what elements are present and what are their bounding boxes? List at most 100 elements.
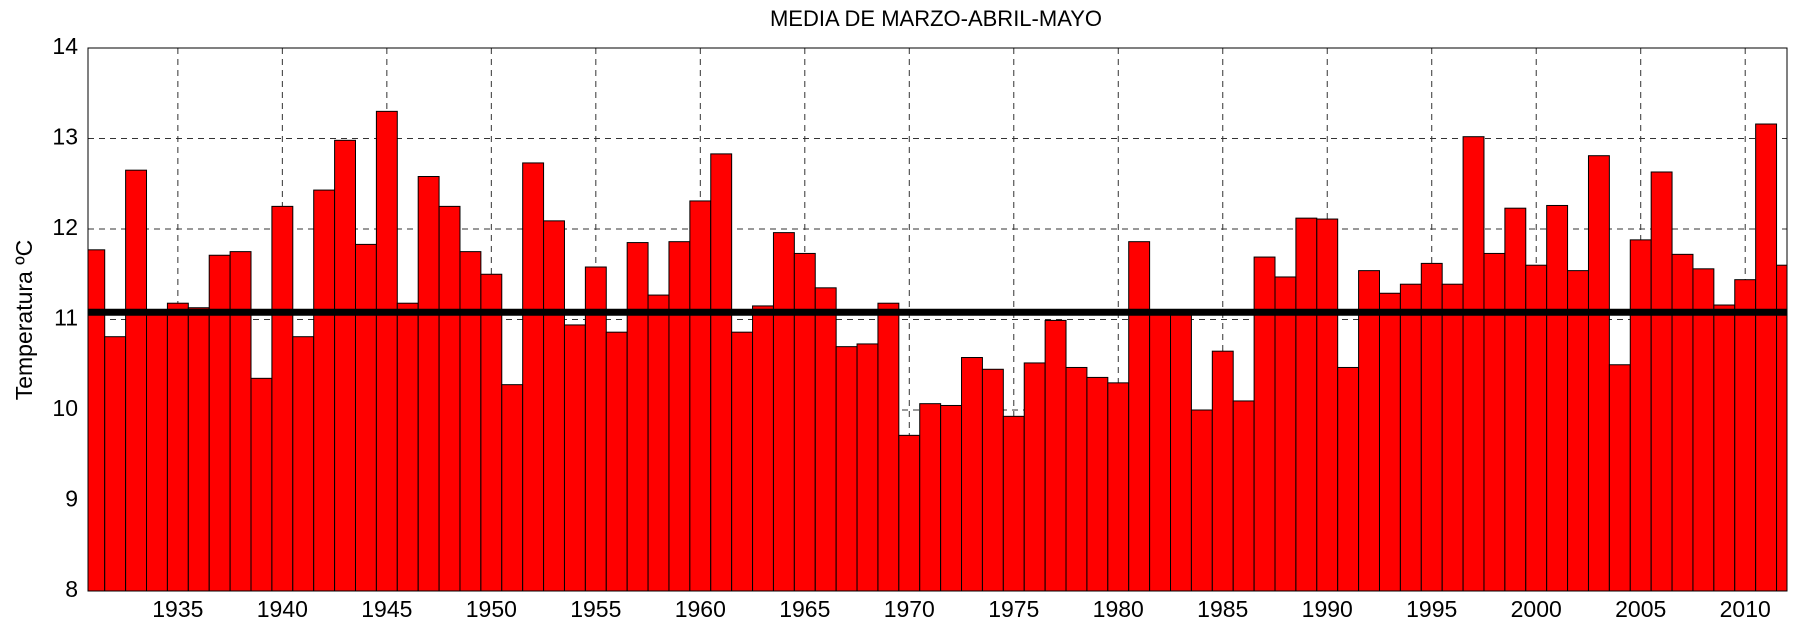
bar xyxy=(146,309,168,591)
bar xyxy=(522,162,545,591)
x-tick-label: 1980 xyxy=(1093,596,1144,622)
bar xyxy=(354,243,377,591)
bar xyxy=(919,403,942,591)
bar xyxy=(752,305,774,591)
x-tick-label: 1975 xyxy=(988,596,1039,622)
bar xyxy=(961,357,983,591)
bar xyxy=(1378,292,1401,591)
bar xyxy=(1483,252,1506,591)
bar xyxy=(1671,253,1694,591)
x-tick-label: 2000 xyxy=(1511,596,1562,622)
bar xyxy=(793,252,816,591)
bar xyxy=(1504,207,1527,591)
bar xyxy=(459,251,482,591)
bar xyxy=(1650,171,1673,591)
bar xyxy=(668,241,691,591)
bar xyxy=(1608,364,1631,591)
bar xyxy=(1232,400,1255,591)
x-tick-label: 2010 xyxy=(1720,596,1771,622)
bar xyxy=(940,404,963,591)
x-tick-label: 1950 xyxy=(466,596,517,622)
y-tick-label: 12 xyxy=(52,214,78,240)
bar xyxy=(1044,319,1067,591)
bar xyxy=(1713,304,1736,591)
bar xyxy=(543,220,565,591)
bar xyxy=(1629,239,1652,591)
bar xyxy=(1086,376,1109,591)
x-tick-label: 1945 xyxy=(361,596,412,622)
y-tick-label: 8 xyxy=(65,576,78,602)
bar xyxy=(1128,241,1151,591)
bar xyxy=(1692,268,1715,591)
y-tick-label: 9 xyxy=(65,486,78,512)
x-tick-label: 1970 xyxy=(884,596,935,622)
y-tick-label: 10 xyxy=(52,395,78,421)
bar xyxy=(501,384,524,591)
y-tick-label: 14 xyxy=(52,33,78,59)
plot-frame xyxy=(87,47,1788,592)
bar xyxy=(814,287,837,591)
bar xyxy=(1107,382,1130,591)
x-tick-label: 1955 xyxy=(570,596,621,622)
bar xyxy=(877,302,900,591)
x-tick-label: 1985 xyxy=(1197,596,1248,622)
bar xyxy=(480,273,503,591)
bar xyxy=(647,294,670,591)
bar xyxy=(1441,283,1464,591)
bar xyxy=(104,336,127,591)
bar xyxy=(1253,256,1276,591)
bar xyxy=(166,302,189,591)
bar xyxy=(1567,270,1589,591)
bar xyxy=(563,324,586,591)
y-axis-label: Temperatura ºC xyxy=(11,240,37,401)
bar xyxy=(125,169,148,591)
bar xyxy=(1734,279,1757,591)
bar xyxy=(1295,217,1318,591)
chart-title: MEDIA DE MARZO-ABRIL-MAYO xyxy=(770,6,1102,31)
x-tick-label: 1995 xyxy=(1406,596,1457,622)
bar xyxy=(981,368,1004,591)
bar xyxy=(438,205,461,591)
bar xyxy=(856,343,879,591)
bar xyxy=(689,200,712,591)
bar xyxy=(1462,136,1485,591)
bar xyxy=(1023,362,1046,591)
bar xyxy=(1399,283,1422,591)
bar xyxy=(1755,123,1778,591)
bar xyxy=(835,346,858,591)
bar xyxy=(1337,366,1360,591)
bar xyxy=(250,377,273,591)
bar xyxy=(375,110,398,591)
x-tick-label: 1960 xyxy=(675,596,726,622)
bar xyxy=(605,331,628,591)
bar xyxy=(292,336,315,591)
x-tick-label: 1935 xyxy=(152,596,203,622)
bar xyxy=(1149,312,1172,591)
bar xyxy=(1170,314,1192,591)
bar xyxy=(710,153,733,591)
bar xyxy=(1358,270,1380,591)
bar xyxy=(417,176,440,591)
bar xyxy=(187,307,210,591)
bar xyxy=(396,302,419,591)
bar xyxy=(1274,276,1297,591)
bar xyxy=(1190,409,1213,591)
bar xyxy=(626,242,649,591)
bar xyxy=(313,189,336,591)
bar xyxy=(208,254,231,591)
bar xyxy=(898,434,921,591)
bar xyxy=(1587,155,1610,591)
bar xyxy=(1002,415,1025,591)
bar xyxy=(334,139,356,591)
y-tick-label: 11 xyxy=(54,305,78,331)
bar xyxy=(229,251,252,591)
bar xyxy=(772,232,795,591)
bar xyxy=(1316,218,1339,591)
bar xyxy=(1546,204,1569,591)
x-tick-label: 1965 xyxy=(779,596,830,622)
x-tick-label: 1940 xyxy=(257,596,308,622)
bar xyxy=(271,205,294,591)
bar xyxy=(1211,350,1234,591)
x-tick-label: 2005 xyxy=(1615,596,1666,622)
